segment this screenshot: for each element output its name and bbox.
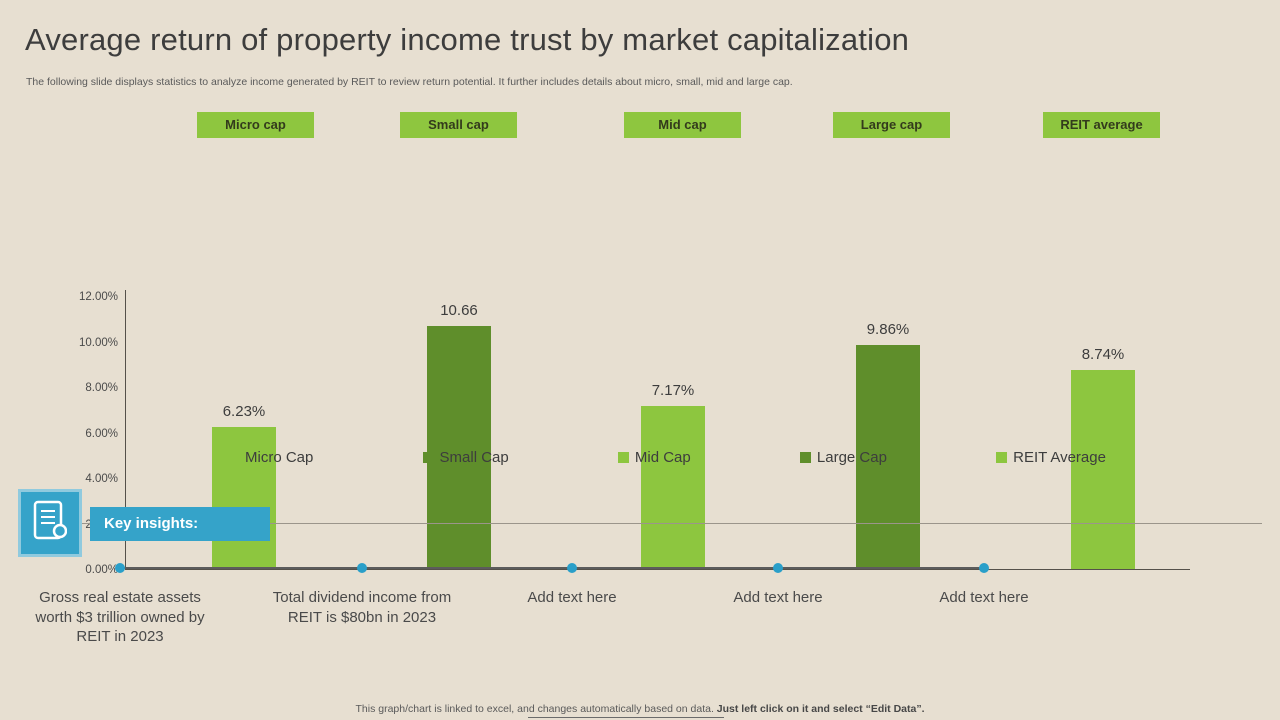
chart-legend: Micro Cap Small Cap Mid Cap Large Cap REIT A… bbox=[228, 449, 1106, 466]
bar-micro-cap[interactable] bbox=[212, 427, 276, 569]
page-title: Average return of property income trust … bbox=[25, 22, 910, 57]
chart-plot-area[interactable]: 6.23% 10.66 7.17% 9.86% 8.74% bbox=[125, 290, 1190, 570]
category-header-row: Micro cap Small cap Mid cap Large cap REIT a… bbox=[0, 112, 1280, 138]
timeline-text-1: Gross real estate assets worth $3 trilli… bbox=[35, 589, 205, 645]
y-axis-tick-label: 0.00% bbox=[85, 564, 118, 576]
timeline-text-4[interactable]: Add text here bbox=[733, 589, 823, 606]
legend-label: REIT Average bbox=[1013, 449, 1106, 466]
bar-value-label-micro-cap: 6.23% bbox=[222, 403, 266, 420]
legend-item-micro-cap: Micro Cap bbox=[228, 449, 313, 466]
legend-item-large-cap: Large Cap bbox=[799, 449, 887, 466]
bar-reit-average[interactable] bbox=[1071, 370, 1135, 569]
timeline-dot bbox=[115, 563, 125, 573]
bar-small-cap[interactable] bbox=[427, 326, 491, 569]
category-header-large-cap: Large cap bbox=[833, 112, 950, 138]
legend-item-small-cap: Small Cap bbox=[422, 449, 509, 466]
category-header-micro-cap: Micro cap bbox=[197, 112, 314, 138]
y-axis-tick-label: 10.00% bbox=[78, 336, 118, 349]
timeline-dot bbox=[357, 563, 367, 573]
footer-note-bold: Just left click on it and select “Edit D… bbox=[716, 703, 925, 715]
notes-document-icon bbox=[33, 500, 68, 547]
timeline-text-2: Total dividend income from REIT is $80bn… bbox=[272, 589, 452, 626]
insights-divider-line bbox=[82, 523, 1262, 524]
y-axis-tick-label: 8.00% bbox=[85, 382, 118, 394]
bar-value-label-reit-average: 8.74% bbox=[1081, 346, 1125, 363]
legend-label: Mid Cap bbox=[634, 449, 691, 466]
legend-swatch bbox=[617, 452, 629, 463]
category-header-reit-average: REIT average bbox=[1043, 112, 1160, 138]
category-header-small-cap: Small cap bbox=[400, 112, 517, 138]
key-insights-icon-box bbox=[18, 489, 82, 557]
y-axis-tick-label: 4.00% bbox=[85, 473, 118, 485]
footer-underline bbox=[528, 717, 724, 718]
key-insights-banner: Key insights: bbox=[90, 507, 270, 541]
slide-subtitle: The following slide displays statistics … bbox=[26, 76, 793, 88]
timeline-dot bbox=[567, 563, 577, 573]
bar-value-label-mid-cap: 7.17% bbox=[651, 382, 695, 399]
legend-swatch bbox=[422, 452, 434, 463]
timeline-dot bbox=[773, 563, 783, 573]
category-header-mid-cap: Mid cap bbox=[624, 112, 741, 138]
legend-item-reit-average: REIT Average bbox=[996, 449, 1106, 466]
footer-note: This graph/chart is linked to excel, and… bbox=[0, 703, 1280, 715]
bar-value-label-large-cap: 9.86% bbox=[866, 321, 910, 338]
legend-swatch bbox=[228, 452, 239, 463]
bar-mid-cap[interactable] bbox=[641, 406, 705, 569]
legend-label: Micro Cap bbox=[245, 449, 314, 466]
timeline-text-5[interactable]: Add text here bbox=[939, 589, 1029, 606]
timeline-text-3[interactable]: Add text here bbox=[527, 589, 617, 606]
legend-swatch bbox=[996, 452, 1008, 463]
legend-label: Large Cap bbox=[816, 449, 887, 466]
legend-label: Small Cap bbox=[439, 449, 509, 466]
legend-swatch bbox=[799, 452, 811, 463]
y-axis-tick-label: 12.00% bbox=[78, 291, 118, 303]
footer-note-text: This graph/chart is linked to excel, and… bbox=[355, 703, 717, 715]
bar-large-cap[interactable] bbox=[856, 345, 920, 569]
bar-value-label-small-cap: 10.66 bbox=[440, 302, 478, 319]
timeline-dot bbox=[979, 563, 989, 573]
legend-item-mid-cap: Mid Cap bbox=[617, 449, 691, 466]
y-axis-tick-label: 6.00% bbox=[85, 427, 118, 440]
timeline-line bbox=[120, 567, 985, 569]
insights-timeline: Gross real estate assets worth $3 trilli… bbox=[0, 560, 1280, 690]
bar-chart[interactable]: 12.00%10.00%8.00%6.00%4.00%2.00%0.00% 6.… bbox=[0, 140, 1280, 576]
